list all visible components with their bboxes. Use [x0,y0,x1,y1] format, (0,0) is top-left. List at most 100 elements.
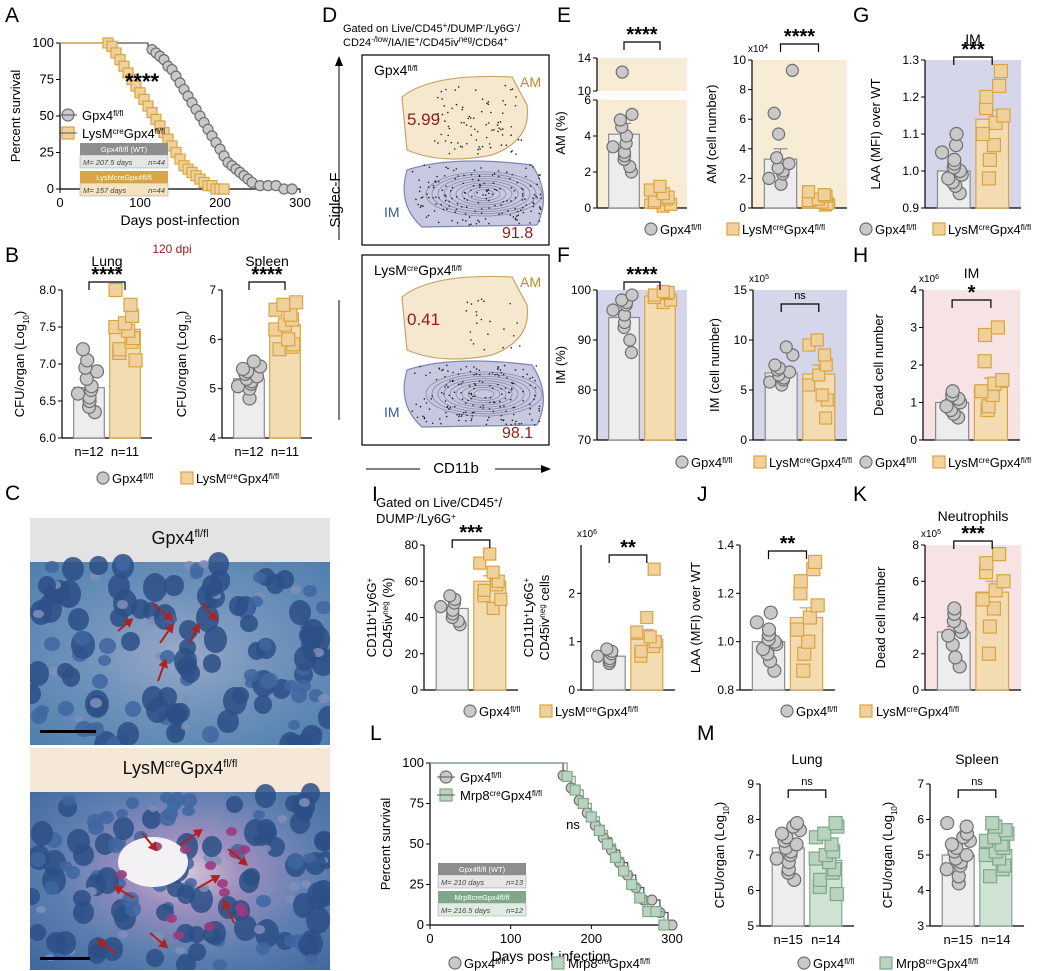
data-point [986,601,1002,616]
y-axis-label: CD45ivneg (%) [380,578,395,658]
nucleus-shape [182,805,195,816]
event-dot [488,373,491,375]
event-dot [475,314,478,317]
data-point [108,282,123,298]
y-tick-label: 1 [568,635,575,649]
nucleus-shape [30,707,48,724]
nucleus-shape [124,700,142,717]
legend-marker [539,704,553,718]
nucleus-shape [89,572,101,581]
event-dot [455,196,458,198]
nucleus-shape [57,579,81,609]
chart-title: Neutrophils [938,508,1009,524]
nucleus-shape [57,700,75,717]
y-tick-label: 75 [410,796,424,811]
event-dot [411,410,414,412]
data-point [762,171,776,185]
nucleus-shape [263,884,274,893]
panel-letter-b: B [5,244,19,267]
nucleus-shape [290,586,301,594]
event-dot [420,204,423,207]
legend-marker [180,471,194,485]
event-dot [496,383,499,386]
event-dot [502,419,504,422]
data-point [802,378,816,392]
data-point [810,333,824,347]
event-dot [466,414,468,416]
legend-marker [859,704,873,718]
flow-cytometry: Gated on Live/CD45+/DUMP-/Ly6G-/CD24-/lo… [327,21,551,477]
y-axis-label: IM (%) [553,346,568,384]
event-dot [499,121,502,123]
event-dot [504,387,507,389]
event-dot [470,419,472,422]
density-contour [449,180,519,208]
event-dot [510,134,512,136]
event-dot [425,374,427,377]
event-dot [520,209,522,212]
event-dot [485,123,487,126]
event-dot [453,169,455,172]
y-axis-label: CD11b+Ly6G+ [364,577,379,657]
event-dot [449,380,451,382]
nucleus-shape [203,654,222,673]
legend-label: Gpx4fl/fl [479,704,521,719]
event-dot [488,222,490,225]
y-axis-label: CFU/organ (Log10) [712,802,731,908]
event-dot [445,415,448,418]
event-dot [458,413,461,416]
event-dot [488,143,491,145]
event-dot [470,303,473,305]
event-dot [516,322,518,324]
nucleus-shape [117,722,139,745]
event-dot [415,403,418,406]
nucleus-shape [163,806,178,820]
event-dot [473,411,475,414]
nucleus-shape [160,791,174,803]
event-dot [475,139,478,141]
chart-title: Spleen [955,751,999,767]
y-tick-label: 7 [747,848,754,862]
event-dot [505,171,508,173]
event-dot [481,381,484,384]
event-dot [525,204,528,206]
im-gate-label: IM [384,204,400,220]
chart-title: Lung [791,751,822,767]
event-dot [478,183,481,186]
nucleus-shape [256,894,271,908]
x-tick-label: 0 [426,931,433,946]
event-dot [529,222,531,224]
event-dot [493,401,496,404]
nucleus-shape [44,560,59,574]
event-dot [439,422,442,425]
event-dot [455,168,458,170]
event-dot [496,373,499,376]
legend-label: Gpx4fl/fl [691,455,733,470]
nucleus-shape [217,709,239,734]
median-table-n: n=44 [148,186,165,195]
significance-label: * [968,282,976,304]
nucleus-shape [190,885,214,913]
event-dot [430,398,433,400]
survival-point [646,894,658,906]
stained-cell [204,922,216,932]
data-point [782,157,796,171]
event-dot [482,404,484,407]
data-point [772,127,786,141]
y-tick-label: 14 [578,51,592,65]
event-dot [487,122,490,124]
stained-cell [219,888,231,898]
nucleus-shape [189,567,203,579]
event-dot [454,211,457,213]
event-dot [447,386,449,389]
bar-ko [644,295,676,441]
histology-bottom-title: LysMcreGpx4fl/fl [122,758,238,778]
legend-m: Gpx4fl/fl Mrp8creGpx4fl/fl [797,956,978,971]
density-contour [431,373,537,415]
data-point [625,107,639,122]
y-tick-label: 4 [910,283,917,297]
event-dot [513,334,515,337]
nucleus-shape [74,630,90,646]
nucleus-shape [116,808,129,819]
significance-bracket [608,554,648,563]
